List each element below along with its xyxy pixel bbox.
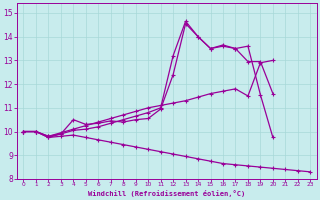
X-axis label: Windchill (Refroidissement éolien,°C): Windchill (Refroidissement éolien,°C) bbox=[88, 190, 245, 197]
